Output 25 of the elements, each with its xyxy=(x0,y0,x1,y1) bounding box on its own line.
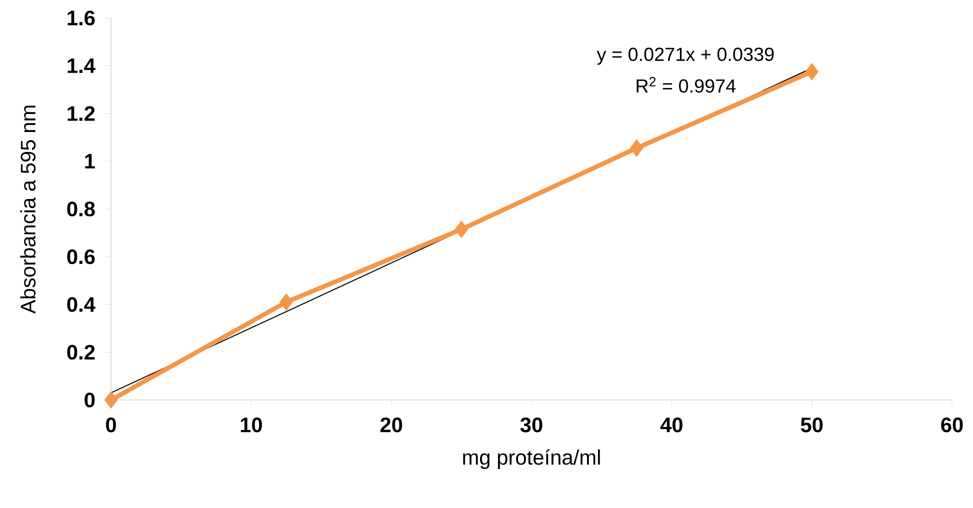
point xyxy=(104,391,118,408)
x-tick-label: 60 xyxy=(941,418,963,432)
y-tick-label: 1.6 xyxy=(68,10,95,26)
y-axis-title: Absorbancia a 595 nm xyxy=(20,106,36,314)
y-tick-label: 0.4 xyxy=(67,297,96,312)
point xyxy=(280,294,293,311)
point xyxy=(805,63,818,80)
point xyxy=(454,220,468,238)
x-tick-label: 20 xyxy=(380,418,402,432)
y-tick-label: 0.2 xyxy=(67,344,95,360)
y-tick-label: 1.4 xyxy=(68,58,96,73)
y-tick-label: 0.8 xyxy=(67,202,95,216)
annotation: y = 0.0271x + 0.0339 xyxy=(596,48,774,65)
x-axis-title: mg proteína/ml xyxy=(463,449,600,469)
annotation: R$^{2}$ = 0.9974 xyxy=(636,76,736,93)
x-tick-label: 10 xyxy=(240,418,262,432)
x-tick-label: 40 xyxy=(660,418,682,432)
x-tick-label: 0 xyxy=(106,418,116,432)
y-tick-label: 0.6 xyxy=(67,249,95,264)
y-tick-label: 1.2 xyxy=(68,106,95,121)
point xyxy=(630,140,644,157)
y-tick-label: 1 xyxy=(85,154,95,168)
y-tick-label: 0 xyxy=(84,392,95,408)
x-tick-label: 50 xyxy=(800,418,823,432)
x-tick-label: 30 xyxy=(520,418,542,432)
